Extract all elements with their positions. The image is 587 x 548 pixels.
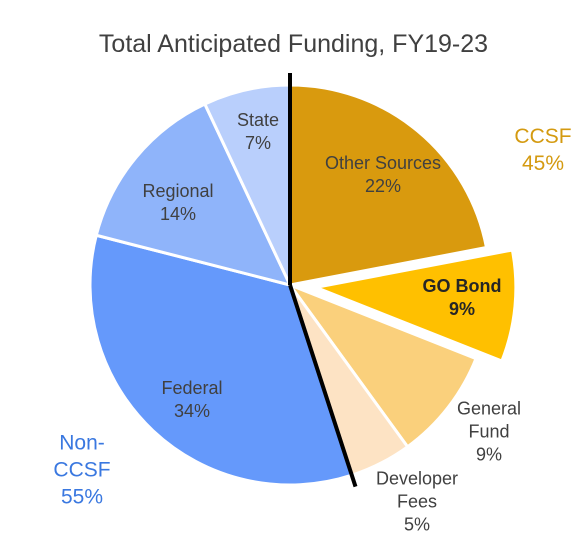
group-label: Non-CCSF 55% [52,430,112,511]
slice-name: Other Sources [324,153,442,173]
slice-label: Developer Fees 5% [367,468,467,537]
group-name: Non-CCSF [53,431,111,482]
slice-value: 7% [244,133,271,153]
pie-slice [94,102,293,288]
slice-name: General Fund [456,398,522,442]
slice-name: Developer Fees [375,468,459,512]
group-value: 45% [521,152,565,175]
slice-value: 9% [475,444,502,465]
slice-value: 14% [159,204,197,224]
slice-value: 9% [448,299,475,319]
slice-label: GO Bond 9% [412,275,512,321]
slice-label: Regional 14% [128,180,228,226]
group-name: CCSF [514,125,572,148]
group-label: CCSF 45% [503,123,583,177]
slice-value: 22% [364,176,402,196]
pie-slice [288,83,489,287]
pie-slice [285,281,478,449]
slice-label: Other Sources 22% [303,152,463,198]
slice-label: Federal 34% [142,377,242,423]
slice-label: General Fund 9% [452,398,527,467]
chart-title: Total Anticipated Funding, FY19-23 [98,30,489,58]
slice-label: State 7% [218,109,298,155]
slice-name: State [236,110,280,130]
pie-slice [88,233,354,487]
slice-value: 34% [173,401,211,421]
group-separator [288,284,358,488]
group-value: 55% [60,485,104,509]
slice-name: GO Bond [422,276,502,296]
slice-name: Regional [142,181,214,201]
slice-name: Federal [161,378,223,398]
slice-value: 5% [403,514,430,535]
pie-slice [310,248,518,364]
